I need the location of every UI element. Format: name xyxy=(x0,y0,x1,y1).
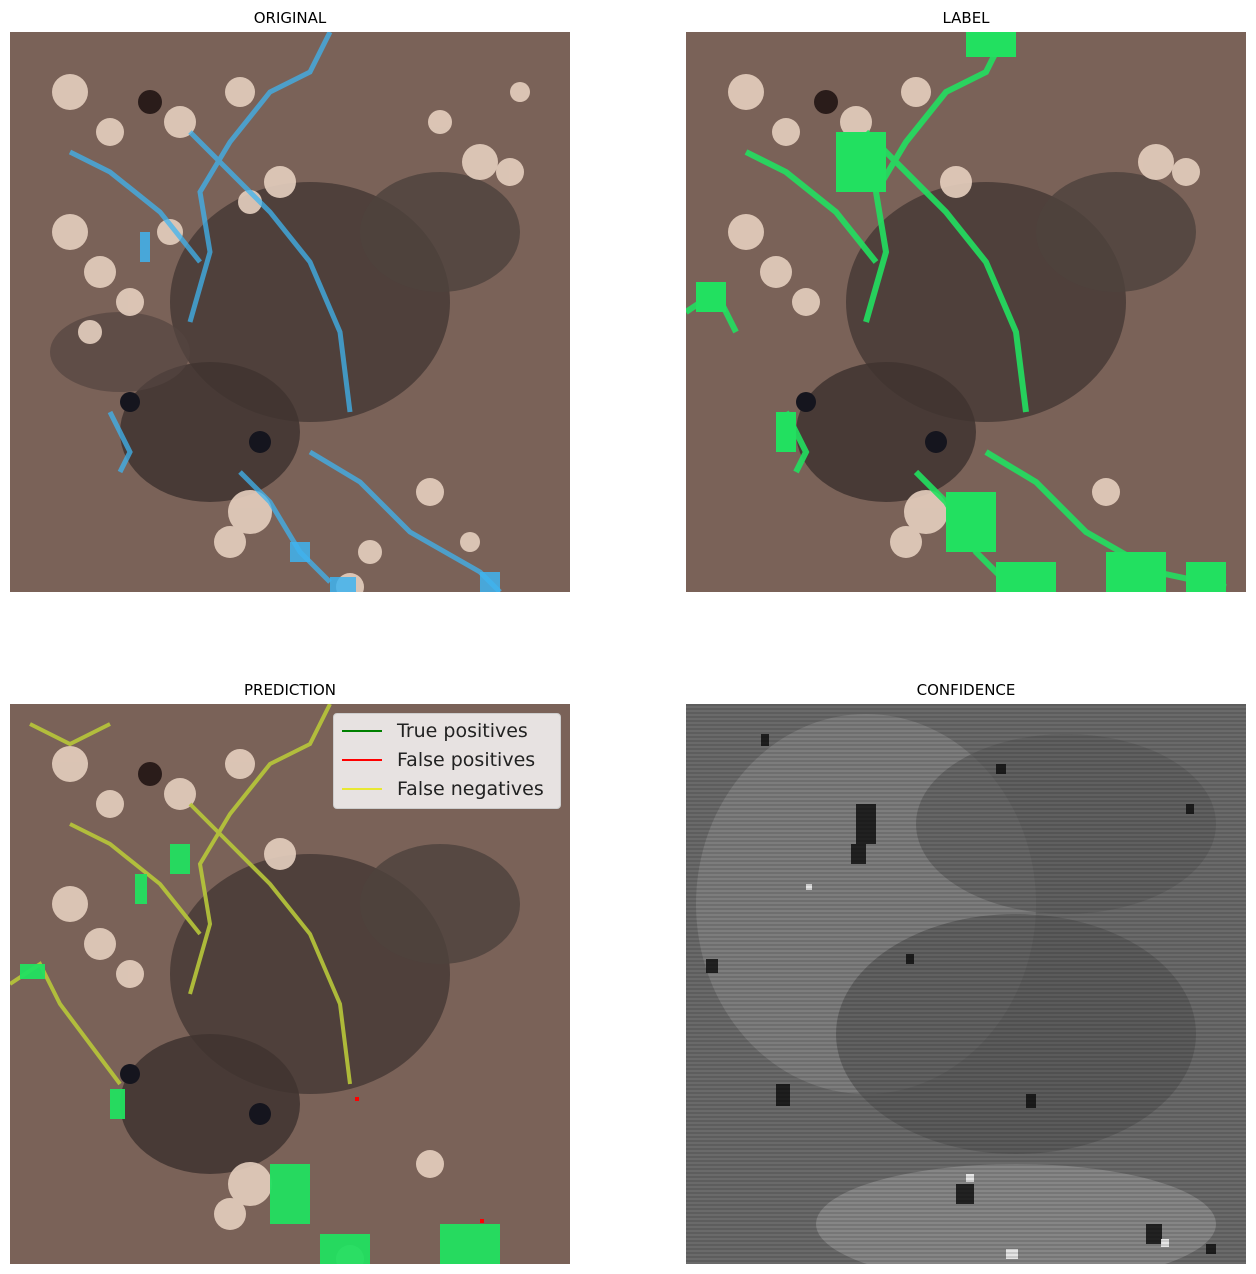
legend-swatch-true-positives xyxy=(342,730,382,732)
legend-label-true-positives: True positives xyxy=(397,720,528,742)
legend-swatch-false-negatives xyxy=(342,788,382,790)
prediction-legend: True positives False positives False neg… xyxy=(333,713,561,809)
legend-item-false-positives: False positives xyxy=(342,749,535,771)
label-image-graphic xyxy=(686,32,1246,592)
legend-label-false-negatives: False negatives xyxy=(397,778,544,800)
label-title: LABEL xyxy=(942,9,990,27)
original-title: ORIGINAL xyxy=(253,9,327,27)
legend-item-false-negatives: False negatives xyxy=(342,778,544,800)
label-image xyxy=(686,32,1246,592)
legend-swatch-false-positives xyxy=(342,759,382,761)
confidence-image xyxy=(686,704,1246,1264)
legend-label-false-positives: False positives xyxy=(397,749,536,771)
confidence-image-graphic xyxy=(686,704,1246,1264)
original-image-graphic xyxy=(10,32,570,592)
original-image xyxy=(10,32,570,592)
legend-item-true-positives: True positives xyxy=(342,720,528,742)
confidence-title: CONFIDENCE xyxy=(916,681,1016,699)
prediction-title: PREDICTION xyxy=(243,681,336,699)
prediction-image: True positives False positives False neg… xyxy=(10,704,570,1264)
